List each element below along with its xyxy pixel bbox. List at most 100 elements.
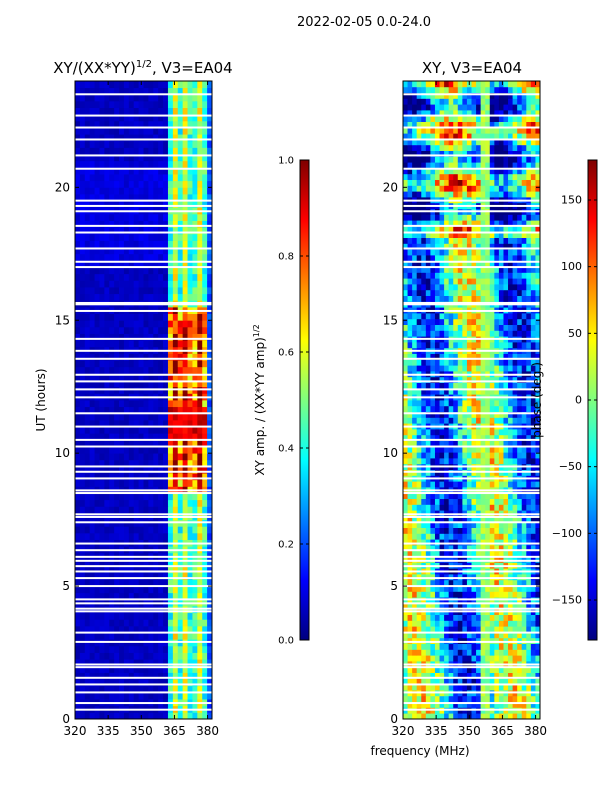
heatmap-cell — [139, 413, 144, 420]
heatmap-cell — [481, 417, 486, 423]
heatmap-cell — [462, 499, 467, 505]
heatmap-cell — [95, 108, 100, 115]
heatmap-cell — [426, 510, 431, 516]
heatmap-cell — [202, 712, 207, 719]
heatmap-cell — [95, 533, 100, 540]
heatmap-cell — [453, 429, 458, 435]
heatmap-cell — [192, 267, 197, 274]
heatmap-cell — [197, 619, 202, 626]
heatmap-cell — [109, 692, 114, 699]
heatmap-cell — [202, 413, 207, 420]
flagged-gap-line — [75, 560, 212, 562]
heatmap-cell — [178, 94, 183, 101]
heatmap-cell — [85, 234, 90, 241]
heatmap-cell — [178, 274, 183, 281]
heatmap-cell — [508, 626, 513, 632]
heatmap-cell — [109, 400, 114, 407]
heatmap-cell — [99, 81, 104, 88]
heatmap-cell — [453, 528, 458, 534]
heatmap-cell — [139, 360, 144, 367]
heatmap-cell — [531, 504, 536, 510]
heatmap-cell — [412, 528, 417, 534]
heatmap-cell — [158, 413, 163, 420]
heatmap-cell — [522, 325, 527, 331]
heatmap-cell — [148, 360, 153, 367]
heatmap-cell — [476, 591, 481, 597]
heatmap-cell — [129, 214, 134, 221]
heatmap-cell — [124, 327, 129, 334]
heatmap-cell — [494, 638, 499, 644]
heatmap-cell — [526, 620, 531, 626]
heatmap-cell — [197, 646, 202, 653]
heatmap-cell — [499, 330, 504, 336]
heatmap-cell — [119, 187, 124, 194]
heatmap-cell — [114, 500, 119, 507]
heatmap-cell — [163, 267, 168, 274]
heatmap-cell — [476, 649, 481, 655]
heatmap-cell — [153, 320, 158, 327]
heatmap-cell — [417, 296, 422, 302]
heatmap-cell — [202, 613, 207, 620]
heatmap-cell — [163, 493, 168, 500]
heatmap-cell — [178, 81, 183, 88]
heatmap-cell — [472, 591, 477, 597]
heatmap-cell — [124, 241, 129, 248]
heatmap-cell — [158, 340, 163, 347]
heatmap-cell — [90, 234, 95, 241]
heatmap-cell — [517, 383, 522, 389]
heatmap-cell — [99, 287, 104, 294]
heatmap-cell — [99, 400, 104, 407]
heatmap-cell — [114, 81, 119, 88]
heatmap-cell — [412, 499, 417, 505]
heatmap-cell — [75, 367, 80, 374]
heatmap-cell — [426, 325, 431, 331]
heatmap-cell — [481, 580, 486, 586]
heatmap-cell — [517, 296, 522, 302]
heatmap-cell — [109, 161, 114, 168]
heatmap-cell — [173, 712, 178, 719]
heatmap-cell — [158, 280, 163, 287]
heatmap-cell — [197, 500, 202, 507]
heatmap-cell — [435, 417, 440, 423]
heatmap-cell — [192, 280, 197, 287]
heatmap-cell — [481, 615, 486, 621]
heatmap-cell — [124, 453, 129, 460]
heatmap-cell — [449, 319, 454, 325]
heatmap-cell — [476, 638, 481, 644]
heatmap-cell — [153, 413, 158, 420]
heatmap-cell — [192, 101, 197, 108]
heatmap-cell — [163, 400, 168, 407]
heatmap-cell — [467, 591, 472, 597]
heatmap-cell — [412, 406, 417, 412]
heatmap-cell — [99, 340, 104, 347]
heatmap-cell — [75, 214, 80, 221]
heatmap-cell — [153, 294, 158, 301]
heatmap-cell — [139, 94, 144, 101]
heatmap-cell — [408, 580, 413, 586]
heatmap-cell — [163, 646, 168, 653]
heatmap-cell — [476, 481, 481, 487]
heatmap-cell — [513, 713, 518, 719]
heatmap-cell — [435, 504, 440, 510]
heatmap-cell — [485, 481, 490, 487]
heatmap-cell — [202, 314, 207, 321]
heatmap-cell — [435, 359, 440, 365]
heatmap-cell — [444, 696, 449, 702]
heatmap-cell — [453, 452, 458, 458]
heatmap-cell — [458, 365, 463, 371]
heatmap-cell — [517, 359, 522, 365]
heatmap-cell — [85, 287, 90, 294]
flagged-gap-line — [75, 577, 212, 579]
heatmap-cell — [109, 413, 114, 420]
heatmap-cell — [494, 481, 499, 487]
heatmap-cell — [513, 644, 518, 650]
heatmap-cell — [403, 417, 408, 423]
heatmap-cell — [517, 313, 522, 319]
y-tick-label: 5 — [62, 579, 70, 593]
heatmap-cell — [119, 400, 124, 407]
heatmap-cell — [197, 187, 202, 194]
heatmap-cell — [148, 181, 153, 188]
heatmap-cell — [403, 319, 408, 325]
heatmap-cell — [192, 234, 197, 241]
heatmap-cell — [85, 241, 90, 248]
